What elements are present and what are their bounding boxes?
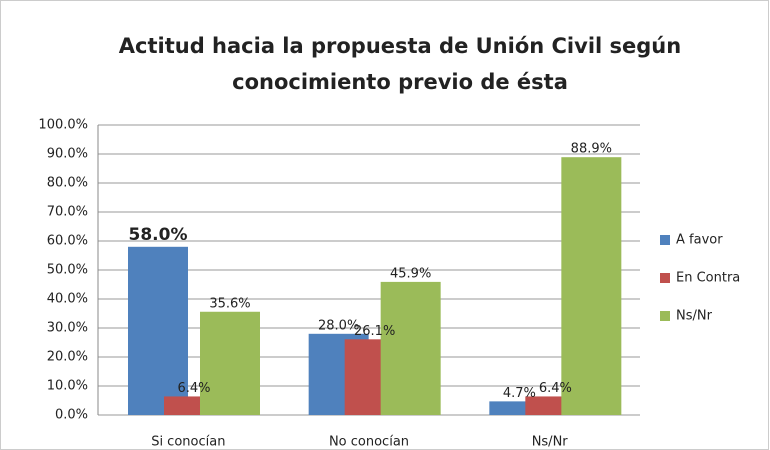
data-label: 6.4% [539, 381, 572, 396]
y-tick-label: 70.0% [47, 205, 88, 220]
data-label: 45.9% [390, 266, 431, 281]
y-tick-label: 50.0% [47, 263, 88, 278]
data-label: 88.9% [571, 142, 612, 157]
y-tick-label: 60.0% [47, 234, 88, 249]
data-label: 6.4% [177, 381, 210, 396]
data-label: 26.1% [354, 324, 395, 339]
y-tick-label: 10.0% [47, 379, 88, 394]
y-tick-label: 90.0% [47, 147, 88, 162]
data-label: 28.0% [318, 318, 359, 333]
legend-swatch [660, 235, 670, 245]
bar [561, 157, 622, 415]
legend-label: Ns/Nr [676, 309, 713, 324]
legend-label: A favor [676, 233, 723, 248]
x-tick-label: No conocían [329, 435, 409, 450]
bar [200, 311, 260, 415]
legend-swatch [660, 273, 670, 283]
y-tick-label: 20.0% [47, 350, 88, 365]
x-tick-label: Si conocían [151, 435, 225, 450]
y-tick-label: 30.0% [47, 321, 88, 336]
y-tick-label: 100.0% [38, 118, 88, 133]
bar [380, 281, 441, 415]
chart-subtitle: conocimiento previo de ésta [232, 70, 568, 94]
data-label: 35.6% [209, 296, 250, 311]
x-tick-label: Ns/Nr [532, 435, 569, 450]
chart-title: Actitud hacia la propuesta de Unión Civi… [119, 34, 681, 58]
y-tick-label: 0.0% [55, 408, 88, 423]
legend-swatch [660, 311, 670, 321]
y-tick-label: 40.0% [47, 292, 88, 307]
legend-label: En Contra [676, 271, 740, 286]
y-tick-label: 80.0% [47, 176, 88, 191]
data-label: 58.0% [129, 225, 188, 245]
bar [128, 246, 188, 415]
data-label: 4.7% [503, 386, 536, 401]
